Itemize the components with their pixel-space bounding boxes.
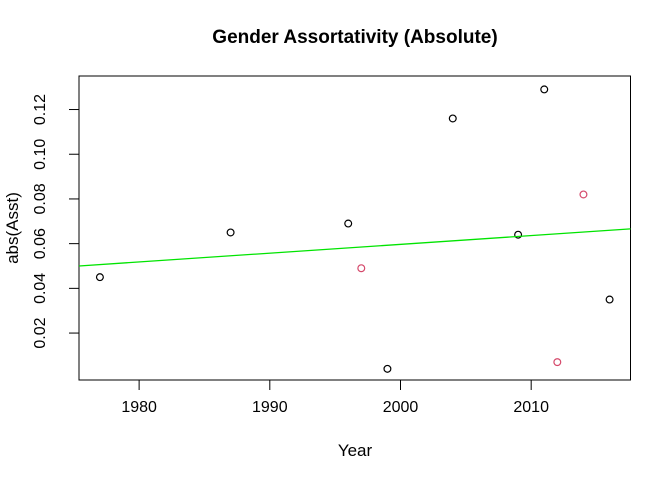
y-axis-label: abs(Asst): [3, 192, 22, 264]
y-axis-tick-label: 0.04: [32, 273, 49, 304]
plot-box: [78, 75, 631, 381]
chart-title: Gender Assortativity (Absolute): [212, 27, 498, 48]
y-axis-tick-label: 0.08: [32, 183, 49, 214]
y-axis-tick-label: 0.10: [32, 139, 49, 170]
y-axis-tick-label: 0.02: [32, 317, 49, 348]
red-data-point: [579, 190, 588, 199]
black-data-point: [514, 230, 523, 239]
y-axis-tick-label: 0.06: [32, 228, 49, 259]
x-axis-tick-label: 1980: [121, 399, 157, 416]
red-data-point: [553, 358, 562, 367]
trend-line: [78, 228, 631, 267]
black-data-point: [383, 364, 392, 373]
black-data-point: [540, 85, 549, 94]
black-data-point: [605, 295, 614, 304]
x-axis-tick-label: 2010: [513, 399, 549, 416]
red-data-point: [357, 264, 366, 273]
black-data-point: [344, 219, 353, 228]
x-axis-tick-label: 1990: [252, 399, 288, 416]
black-data-point: [95, 273, 104, 282]
x-axis-label: Year: [337, 441, 373, 460]
black-data-point: [448, 114, 457, 123]
black-data-point: [226, 228, 235, 237]
x-axis-tick-label: 2000: [383, 399, 419, 416]
y-axis-tick-label: 0.12: [32, 94, 49, 125]
